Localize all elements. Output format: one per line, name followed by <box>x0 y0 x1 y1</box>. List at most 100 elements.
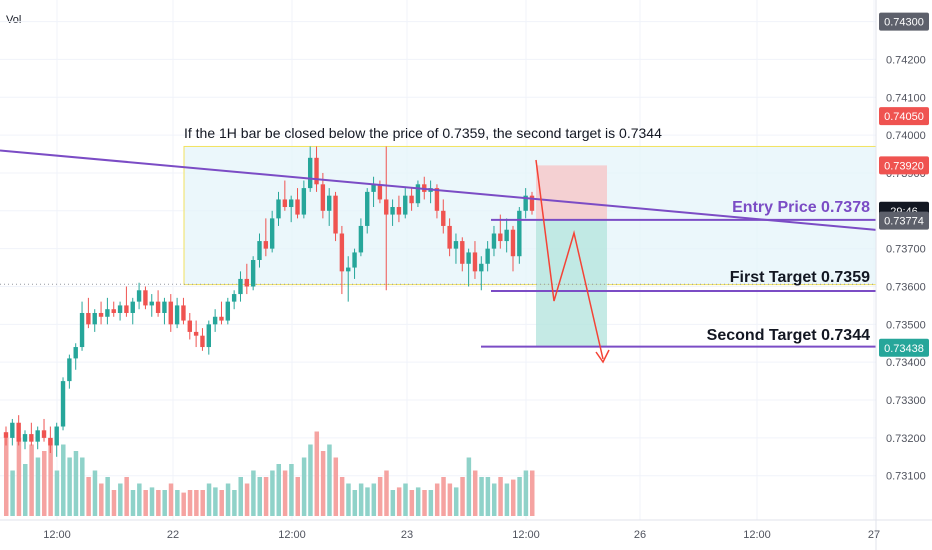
candle-body <box>174 305 180 325</box>
volume-bar <box>301 457 307 516</box>
volume-bar <box>238 477 243 516</box>
volume-bar <box>282 470 288 516</box>
price-badge-text: 0.74050 <box>884 111 924 123</box>
price-tick-label: 0.73600 <box>886 281 926 293</box>
candle-body <box>98 312 104 317</box>
candle-body <box>212 316 218 325</box>
candle-body <box>441 210 446 226</box>
volume-bar <box>485 477 491 516</box>
descending-trendline <box>0 149 877 231</box>
price-badge-text: 0.73920 <box>884 160 924 172</box>
volume-bar <box>29 444 34 516</box>
price-badge <box>879 338 929 357</box>
volume-bar <box>333 457 339 516</box>
volume-bar <box>409 490 415 516</box>
volume-bar <box>92 470 98 516</box>
volume-bar <box>491 483 497 516</box>
projection-arrowhead <box>595 349 610 364</box>
volume-bar <box>295 477 301 516</box>
volume-bar <box>472 470 478 516</box>
candle-body <box>244 278 250 287</box>
price-badge <box>879 211 929 230</box>
candle-body <box>479 263 484 272</box>
candle-body <box>498 233 503 242</box>
volume-bar <box>289 464 294 516</box>
price-badge-text: 0.74300 <box>884 17 924 29</box>
volume-bar <box>73 451 79 516</box>
volume-bar <box>466 457 472 516</box>
candle-body <box>48 437 53 446</box>
candle-body <box>10 422 15 438</box>
price-tick-label: 0.74000 <box>886 130 926 142</box>
candle-body <box>130 301 135 313</box>
volume-bar <box>219 490 224 516</box>
candle-body <box>485 248 490 264</box>
candle-body <box>155 301 161 313</box>
volume-bar <box>415 487 421 516</box>
time-tick-label: 22 <box>167 529 179 541</box>
candle-body <box>105 309 110 317</box>
candle-body <box>29 434 34 442</box>
price-tick-label: 0.74100 <box>886 92 926 104</box>
volume-bar <box>422 490 427 516</box>
price-tick-label: 0.73300 <box>886 395 926 407</box>
candle-body <box>168 301 173 325</box>
volume-bar <box>16 438 22 516</box>
candle-body <box>60 381 66 427</box>
volume-bar <box>276 464 282 516</box>
candle-body <box>111 309 116 313</box>
price-badge <box>879 12 929 31</box>
volume-bar <box>384 470 389 516</box>
candle-body <box>466 252 471 264</box>
volume-bar <box>257 477 262 516</box>
volume-bar <box>111 490 117 516</box>
candle-body <box>295 199 300 215</box>
candle-body <box>250 260 256 287</box>
time-tick-label: 12:00 <box>512 529 540 541</box>
candle-body <box>257 241 262 260</box>
candle-body <box>219 316 224 321</box>
volume-bar <box>118 483 123 516</box>
volume-bar <box>54 470 60 516</box>
volume-bar <box>510 479 516 516</box>
volume-bar <box>143 490 148 516</box>
stop-loss-zone <box>536 165 607 220</box>
volume-bar <box>181 492 186 516</box>
volume-bar <box>86 477 91 516</box>
volume-bar <box>314 431 320 516</box>
candle-body <box>231 294 237 302</box>
candle-body <box>263 241 269 249</box>
consolidation-range-box <box>183 145 877 286</box>
volume-bar <box>61 444 66 516</box>
candle-body <box>193 331 199 336</box>
entry-label: Entry Price 0.7378 <box>732 199 870 216</box>
candle-body <box>54 426 59 446</box>
candle-body <box>276 199 281 219</box>
candle-body <box>225 301 231 321</box>
volume-bar <box>530 470 535 516</box>
time-tick-label: 27 <box>868 529 880 541</box>
price-badge <box>879 107 929 126</box>
time-tick-label: 12:00 <box>278 529 306 541</box>
candle-body <box>136 290 142 302</box>
candle-body <box>206 324 211 348</box>
projection-path <box>535 159 604 360</box>
candle-body <box>346 267 351 272</box>
price-axis-bg <box>876 0 932 550</box>
candle-body <box>149 301 154 306</box>
volume-bar <box>67 457 72 516</box>
candle-body <box>472 252 478 272</box>
candle-body <box>333 195 338 234</box>
candle-body <box>434 188 440 211</box>
candle-body <box>67 358 72 382</box>
volume-bar <box>320 451 326 516</box>
price-tick-label: 0.74200 <box>886 54 926 66</box>
price-tick-label: 0.73200 <box>886 433 926 445</box>
volume-bar <box>403 483 408 516</box>
candle-body <box>143 290 148 306</box>
volume-bar <box>498 477 503 516</box>
candle-body <box>403 195 408 215</box>
volume-bar <box>453 487 459 516</box>
volume-bar <box>523 470 529 516</box>
